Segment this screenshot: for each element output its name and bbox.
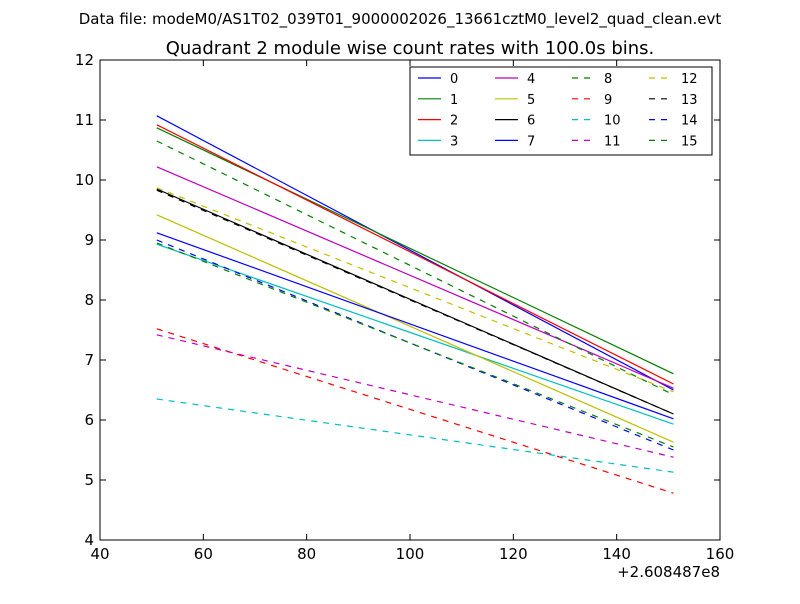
x-tick-label: 80 <box>297 545 316 563</box>
legend-label-5: 5 <box>527 93 535 108</box>
series-line-2 <box>156 124 674 385</box>
legend-label-1: 1 <box>450 93 458 108</box>
series-line-0 <box>156 115 674 391</box>
legend-label-12: 12 <box>681 72 698 87</box>
legend-label-9: 9 <box>604 93 612 108</box>
series-line-13 <box>156 189 674 415</box>
series-line-15 <box>156 242 674 448</box>
legend-label-8: 8 <box>604 72 612 87</box>
legend-label-14: 14 <box>681 114 698 129</box>
series-layer <box>156 115 674 494</box>
x-axis-offset-label: +2.608487e8 <box>617 563 720 581</box>
y-tick-label: 6 <box>84 411 94 429</box>
legend-label-0: 0 <box>450 72 458 87</box>
y-tick-label: 10 <box>75 171 94 189</box>
x-tick-label: 40 <box>90 545 109 563</box>
series-line-12 <box>156 187 674 393</box>
y-tick-label: 11 <box>75 111 94 129</box>
x-tick-label: 100 <box>396 545 425 563</box>
legend-label-15: 15 <box>681 134 698 149</box>
series-line-3 <box>156 243 674 425</box>
legend-label-13: 13 <box>681 93 698 108</box>
y-tick-label: 4 <box>84 531 94 549</box>
legend-label-6: 6 <box>527 114 535 129</box>
y-tick-label: 7 <box>84 351 94 369</box>
legend-label-11: 11 <box>604 134 621 149</box>
legend-label-7: 7 <box>527 134 535 149</box>
series-line-5 <box>156 214 674 443</box>
legend-label-10: 10 <box>604 114 621 129</box>
legend-label-4: 4 <box>527 72 535 87</box>
series-line-9 <box>156 328 674 494</box>
legend-label-2: 2 <box>450 114 458 129</box>
x-tick-label: 140 <box>602 545 631 563</box>
y-tick-label: 8 <box>84 291 94 309</box>
series-line-1 <box>156 127 674 375</box>
x-tick-label: 60 <box>194 545 213 563</box>
x-tick-label: 120 <box>499 545 528 563</box>
x-tick-label: 160 <box>706 545 735 563</box>
chart-title: Quadrant 2 module wise count rates with … <box>166 38 655 59</box>
y-tick-label: 12 <box>75 51 94 69</box>
y-tick-label: 9 <box>84 231 94 249</box>
series-line-8 <box>156 140 674 396</box>
series-line-7 <box>156 232 674 420</box>
page-suptitle: Data file: modeM0/AS1T02_039T01_90000020… <box>79 10 722 29</box>
y-tick-label: 5 <box>84 471 94 489</box>
series-line-4 <box>156 166 674 389</box>
series-line-10 <box>156 398 674 473</box>
legend-label-3: 3 <box>450 134 458 149</box>
series-line-11 <box>156 334 674 458</box>
